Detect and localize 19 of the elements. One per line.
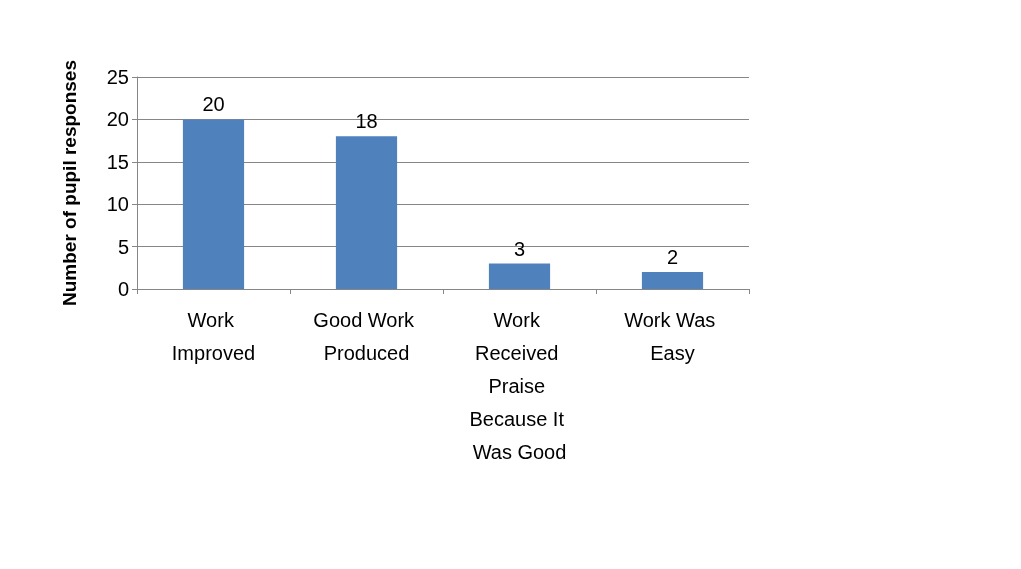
data-label: 2 <box>666 246 679 269</box>
y-axis-title: Number of pupil responses <box>59 60 80 306</box>
bar <box>182 119 245 289</box>
y-tick-label: 10 <box>106 193 129 216</box>
x-tick-label: Work Was Easy <box>624 308 721 364</box>
y-tick-label: 15 <box>106 150 129 173</box>
x-tick-label: Good Work Produced <box>313 308 420 364</box>
bar <box>488 263 551 289</box>
data-label: 18 <box>355 110 378 133</box>
bar <box>335 136 398 289</box>
bar <box>641 272 704 289</box>
y-tick-label: 25 <box>106 66 129 88</box>
y-tick-label: 0 <box>117 278 129 300</box>
data-label: 20 <box>202 93 225 116</box>
y-tick-label: 20 <box>106 108 129 131</box>
y-tick-label: 5 <box>117 235 129 258</box>
data-label: 3 <box>513 237 526 260</box>
x-tick-label: Work Received Praise Because It Was Good <box>469 308 570 463</box>
x-tick-label: Work Improved <box>171 308 256 364</box>
